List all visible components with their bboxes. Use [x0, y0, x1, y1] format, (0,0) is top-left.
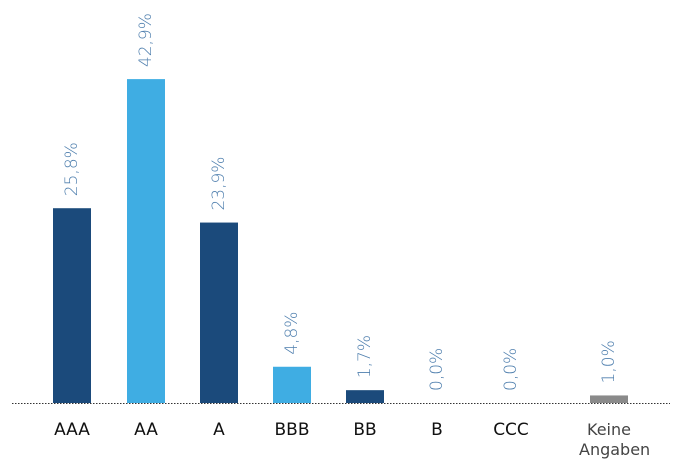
value-label: 1,0% — [599, 340, 619, 383]
x-tick-label: AA — [134, 420, 158, 440]
bar — [127, 79, 165, 403]
x-tick-label: Keine Angaben — [579, 420, 651, 459]
value-label: 23,9% — [209, 157, 229, 211]
bar — [590, 395, 628, 403]
bar — [53, 208, 91, 403]
x-tick-label: A — [213, 420, 225, 440]
x-tick-label: BBB — [274, 420, 310, 440]
bar — [200, 222, 238, 403]
value-label: 0,0% — [427, 348, 447, 391]
x-tick-label: B — [431, 420, 443, 440]
x-tick-label: CCC — [493, 420, 529, 440]
value-label: 25,8% — [62, 142, 82, 196]
value-label: 4,8% — [282, 312, 302, 355]
bar — [273, 366, 311, 403]
x-tick-label: BB — [353, 420, 377, 440]
value-label: 0,0% — [501, 348, 521, 391]
x-tick-label: AAA — [54, 420, 90, 440]
bar — [346, 390, 384, 403]
value-label: 1,7% — [355, 335, 375, 378]
value-label: 42,9% — [136, 13, 156, 67]
